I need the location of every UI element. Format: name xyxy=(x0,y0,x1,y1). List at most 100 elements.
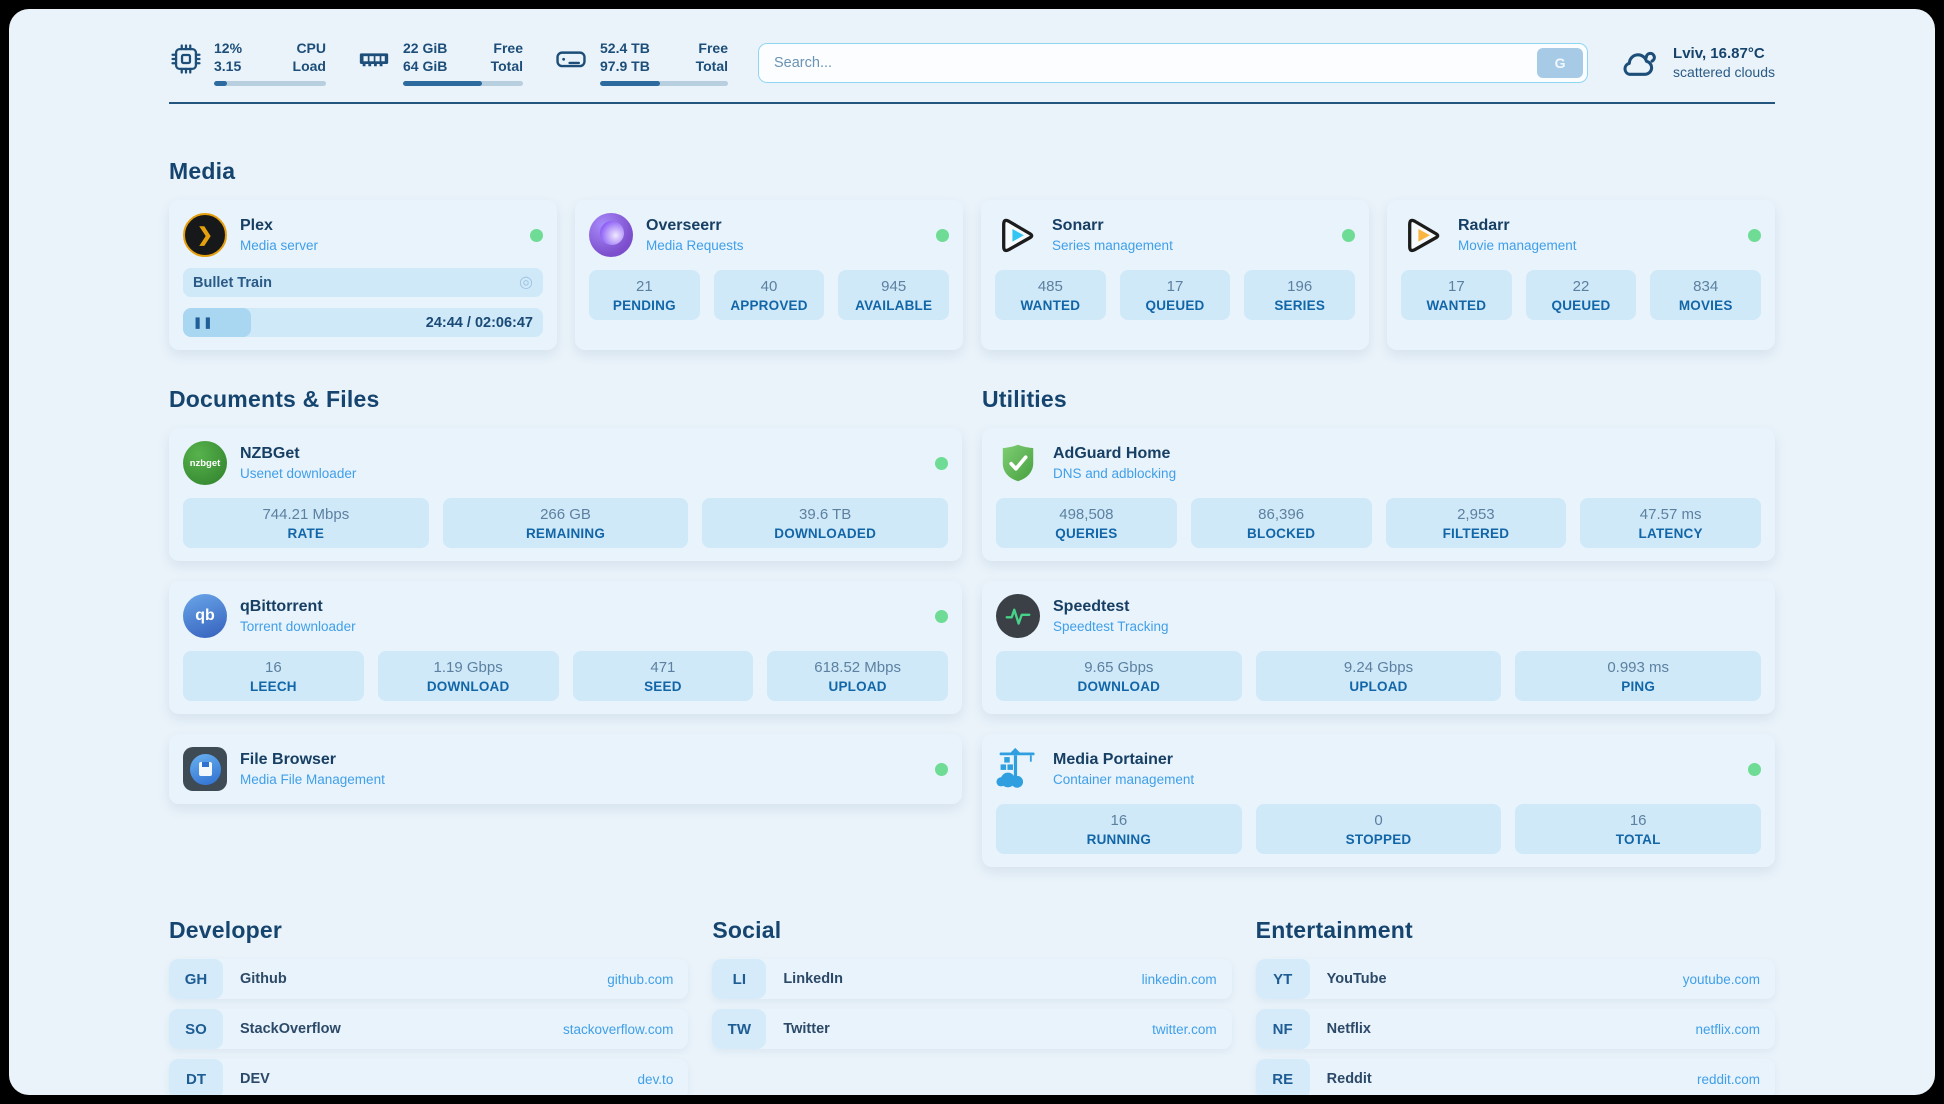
stat-chip: 618.52 Mbps UPLOAD xyxy=(767,651,948,702)
stat-value: 22 xyxy=(1572,278,1590,296)
link-url: github.com xyxy=(607,971,674,987)
link-url: twitter.com xyxy=(1152,1021,1217,1037)
service-card-adguard[interactable]: AdGuard Home DNS and adblocking 498,508 … xyxy=(982,428,1775,562)
stat-label: RUNNING xyxy=(1086,832,1152,848)
link-abbr-badge: RE xyxy=(1255,1059,1310,1095)
card-header: nzbget NZBGet Usenet downloader xyxy=(183,441,948,486)
disk-total-value: 97.9 TB xyxy=(600,58,650,75)
stat-value: 86,396 xyxy=(1258,506,1305,524)
stat-value: 16 xyxy=(1110,812,1128,830)
status-online-dot xyxy=(936,228,949,242)
cpu-progress-fill xyxy=(214,81,228,87)
section-title-entertainment: Entertainment xyxy=(1255,917,1413,944)
service-subtitle: Usenet downloader xyxy=(240,466,357,482)
stat-chip: 0 STOPPED xyxy=(1255,804,1502,855)
stat-chip: 498,508 QUERIES xyxy=(996,498,1177,549)
service-card-speedtest[interactable]: Speedtest Speedtest Tracking 9.65 Gbps D… xyxy=(982,581,1775,715)
card-titles: Radarr Movie management xyxy=(1458,217,1577,253)
service-title: qBittorrent xyxy=(240,598,323,616)
stat-chip: 16 LEECH xyxy=(183,651,364,702)
stat-chip: 39.6 TB DOWNLOADED xyxy=(702,498,949,549)
stat-label: MOVIES xyxy=(1678,298,1733,314)
stat-chip: 945 AVAILABLE xyxy=(838,270,950,321)
stat-chip: 16 RUNNING xyxy=(996,804,1242,855)
stat-chip: 22 QUEUED xyxy=(1525,270,1637,321)
google-search-button[interactable]: G xyxy=(1537,47,1584,78)
link-row-twitter[interactable]: TW Twitter twitter.com xyxy=(712,1009,1232,1050)
stat-value: 21 xyxy=(635,278,653,296)
service-card-filebrowser[interactable]: File Browser Media File Management xyxy=(169,734,962,805)
service-card-sonarr[interactable]: Sonarr Series management 485 WANTED 17 Q… xyxy=(981,200,1369,351)
stat-value: 16 xyxy=(1629,812,1647,830)
status-online-dot xyxy=(935,762,948,776)
stat-chip: 40 APPROVED xyxy=(713,270,825,321)
service-card-plex[interactable]: ❯ Plex Media server Bullet Train ◎ ❚❚ 24… xyxy=(169,200,557,351)
link-row-youtube[interactable]: YT YouTube youtube.com xyxy=(1255,959,1775,1000)
stat-chip: 1.19 Gbps DOWNLOAD xyxy=(377,651,559,702)
qbittorrent-icon: qb xyxy=(183,594,227,639)
link-label: StackOverflow xyxy=(240,1021,341,1038)
stat-label: SEED xyxy=(644,679,682,695)
ram-total-value: 64 GiB xyxy=(403,58,448,75)
disk-progress-fill xyxy=(600,81,661,87)
stat-chip: 744.21 Mbps RATE xyxy=(183,498,429,549)
link-row-dev[interactable]: DT DEV dev.to xyxy=(169,1059,689,1095)
stat-value: 17 xyxy=(1166,278,1184,296)
link-row-reddit[interactable]: RE Reddit reddit.com xyxy=(1255,1059,1775,1095)
stats-row: 485 WANTED 17 QUEUED 196 SERIES xyxy=(995,270,1356,321)
card-titles: Sonarr Series management xyxy=(1052,217,1173,253)
stat-label: LEECH xyxy=(249,679,297,695)
stat-value: 266 GB xyxy=(540,506,591,524)
cpu-load-value: 3.15 xyxy=(214,58,242,75)
developer-links-column: Developer GH Github github.com SO StackO… xyxy=(169,917,689,1095)
link-url: stackoverflow.com xyxy=(563,1021,674,1037)
ram-progress-bar xyxy=(403,81,523,87)
nzbget-icon: nzbget xyxy=(183,441,227,486)
stat-chip: 9.65 Gbps DOWNLOAD xyxy=(996,651,1242,702)
link-row-netflix[interactable]: NF Netflix netflix.com xyxy=(1255,1009,1775,1050)
entertainment-links-column: Entertainment YT YouTube youtube.com NF … xyxy=(1255,917,1775,1095)
link-row-github[interactable]: GH Github github.com xyxy=(169,959,689,1000)
stat-value: 9.24 Gbps xyxy=(1343,659,1414,677)
stat-label: APPROVED xyxy=(730,298,808,314)
card-titles: Plex Media server xyxy=(240,217,318,253)
disk-free-value: 52.4 TB xyxy=(600,40,650,56)
service-subtitle: Movie management xyxy=(1458,238,1577,254)
stat-value: 39.6 TB xyxy=(799,506,852,524)
topbar-divider xyxy=(169,102,1775,105)
link-row-linkedin[interactable]: LI LinkedIn linkedin.com xyxy=(712,959,1232,1000)
stat-label: TOTAL xyxy=(1615,832,1661,848)
social-links-column: Social LI LinkedIn linkedin.com TW Twitt… xyxy=(712,917,1232,1095)
service-card-radarr[interactable]: Radarr Movie management 17 WANTED 22 QUE… xyxy=(1387,200,1775,351)
search-input[interactable] xyxy=(758,42,1589,83)
stats-row: 498,508 QUERIES 86,396 BLOCKED 2,953 FIL… xyxy=(996,498,1761,549)
playback-progress-fill xyxy=(183,308,252,338)
service-card-portainer[interactable]: Media Portainer Container management 16 … xyxy=(982,734,1775,868)
stats-row: 9.65 Gbps DOWNLOAD 9.24 Gbps UPLOAD 0.99… xyxy=(996,651,1762,702)
service-card-overseerr[interactable]: Overseerr Media Requests 21 PENDING 40 A… xyxy=(575,200,963,351)
service-title: Plex xyxy=(240,217,273,235)
stat-value: 1.19 Gbps xyxy=(433,659,503,677)
service-card-nzbget[interactable]: nzbget NZBGet Usenet downloader 744.21 M… xyxy=(169,428,962,562)
stat-value: 9.65 Gbps xyxy=(1084,659,1154,677)
service-subtitle: Media server xyxy=(240,238,319,254)
pause-icon[interactable]: ❚❚ xyxy=(193,317,214,330)
stat-label: DOWNLOADED xyxy=(774,526,877,542)
session-info-icon[interactable]: ◎ xyxy=(519,273,533,291)
service-card-qbittorrent[interactable]: qb qBittorrent Torrent downloader 16 LEE… xyxy=(169,581,962,715)
stat-chip: 471 SEED xyxy=(572,651,754,702)
stat-label: STOPPED xyxy=(1345,832,1412,848)
card-header: ❯ Plex Media server xyxy=(183,213,543,258)
link-label: YouTube xyxy=(1326,971,1387,988)
link-abbr-badge: LI xyxy=(712,959,767,1000)
card-titles: Speedtest Speedtest Tracking xyxy=(1053,598,1169,634)
link-label: Github xyxy=(240,971,287,988)
link-row-stackoverflow[interactable]: SO StackOverflow stackoverflow.com xyxy=(169,1009,689,1050)
stat-value: 485 xyxy=(1037,278,1063,296)
card-titles: AdGuard Home DNS and adblocking xyxy=(1053,445,1176,481)
card-header: Speedtest Speedtest Tracking xyxy=(996,594,1761,639)
card-header: Media Portainer Container management xyxy=(996,747,1761,791)
stats-row: 17 WANTED 22 QUEUED 834 MOVIES xyxy=(1401,270,1762,321)
status-online-dot xyxy=(935,456,948,470)
plex-icon: ❯ xyxy=(183,213,227,258)
